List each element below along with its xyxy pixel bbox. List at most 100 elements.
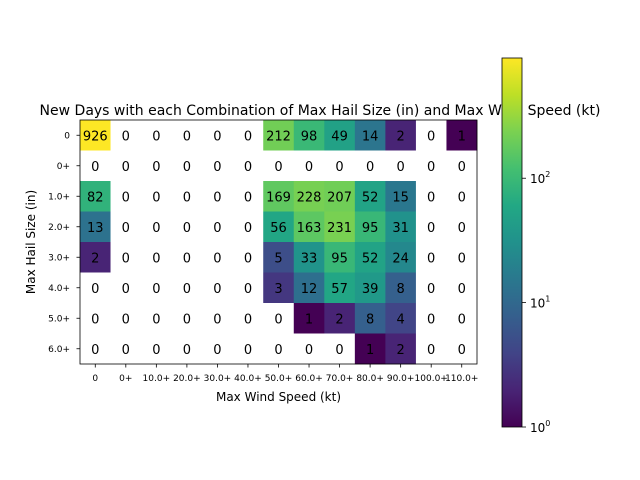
heatmap-cell [171,242,203,273]
cell-value-label: 212 [266,129,291,144]
heatmap-cell [263,333,295,365]
heatmap-cell [385,150,417,182]
heatmap-cell [263,120,295,151]
heatmap-cell [385,303,417,334]
cell-value-label: 0 [305,343,313,358]
cell-value-label: 0 [427,190,435,205]
cell-value-label: 0 [152,251,160,266]
colorbar: 100 101 102 [501,57,550,435]
heatmap-cells [80,120,478,365]
cell-value-label: 0 [458,221,466,236]
cell-value-label: 0 [183,190,191,205]
x-tick-label: 40.0+ [234,374,262,384]
heatmap-cell [141,120,172,151]
cell-value-label: 0 [152,190,160,205]
heatmap-cell [202,333,233,365]
cell-value-label: 4 [397,312,405,327]
cell-value-label: 0 [458,312,466,327]
x-tick-label: 100.0+ [415,374,448,384]
heatmap-cell [446,120,478,151]
cell-value-label: 0 [152,129,160,144]
heatmap-cell [202,211,233,243]
y-tick-label: 1.0+ [48,192,70,202]
cell-value-label: 0 [122,221,130,236]
x-tick-label: 110.0+ [445,374,478,384]
x-tick-label: 60.0+ [295,374,323,384]
cell-value-label: 231 [327,221,352,236]
cell-value-label: 0 [244,282,252,297]
cell-value-label: 0 [183,312,191,327]
cell-value-label: 1 [458,129,466,144]
cell-value-label: 1 [305,312,313,327]
cell-value-label: 0 [122,251,130,266]
heatmap-cell [110,242,142,273]
cell-value-label: 56 [270,221,287,236]
y-tick-label: 0 [64,131,70,141]
y-tick-label: 6.0+ [48,345,70,355]
x-axis-ticks: 0 0+ 10.0+ 20.0+ 30.0+ 40.0+ 50.0+ 60.0+ 70.0+ 80… [92,364,478,384]
heatmap-cell [110,181,142,212]
heatmap-cell [354,303,386,334]
heatmap-cell [324,120,356,151]
heatmap-cell [263,181,295,212]
heatmap-cell [293,181,325,212]
heatmap-cell [80,181,111,212]
cell-value-label: 0 [183,129,191,144]
cell-value-label: 0 [427,160,435,175]
cell-value-label: 0 [122,160,130,175]
colorbar-gradient [501,57,523,428]
heatmap-cell [415,120,447,151]
heatmap-cell [354,211,386,243]
heatmap-cell [141,181,172,212]
heatmap-cell [171,211,203,243]
cell-value-label: 0 [458,343,466,358]
heatmap-cell [446,181,478,212]
heatmap-cell [415,150,447,182]
x-tick-label: 0+ [119,374,132,384]
heatmap-cell [202,120,233,151]
heatmap-cell [202,181,233,212]
heatmap-cell [293,150,325,182]
heatmap-cell [141,272,172,304]
x-tick-label: 90.0+ [387,374,415,384]
cell-value-label: 0 [244,160,252,175]
cell-value-label: 0 [244,221,252,236]
cell-value-label: 49 [331,129,348,144]
heatmap-cell [171,303,203,334]
cell-value-label: 0 [152,282,160,297]
heatmap-cell [293,120,325,151]
cell-value-label: 0 [213,129,221,144]
x-tick-label: 30.0+ [204,374,232,384]
cell-value-label: 0 [244,129,252,144]
cell-value-label: 15 [392,190,409,205]
cell-value-label: 0 [366,160,374,175]
cell-value-label: 0 [122,343,130,358]
cell-value-label: 163 [297,221,322,236]
cell-value-label: 52 [362,190,379,205]
heatmap-cell [202,272,233,304]
cell-value-label: 0 [458,190,466,205]
heatmap-cell [263,211,295,243]
heatmap-cell [293,303,325,334]
cell-value-label: 0 [427,129,435,144]
heatmap-cell [80,150,111,182]
heatmap-cell [110,303,142,334]
heatmap-cell [141,333,172,365]
heatmap-cell [141,303,172,334]
heatmap-cell [80,272,111,304]
cell-value-label: 0 [427,251,435,266]
x-tick-label: 50.0+ [265,374,293,384]
heatmap-cell [324,303,356,334]
cell-value-label: 228 [297,190,322,205]
heatmap-cell [171,333,203,365]
heatmap-cell [324,181,356,212]
heatmap-cell [110,272,142,304]
cell-value-label: 57 [331,282,348,297]
x-tick-label: 10.0+ [143,374,171,384]
cell-value-label: 0 [152,312,160,327]
heatmap-cell [232,272,264,304]
cell-value-label: 0 [427,343,435,358]
cell-value-label: 0 [244,312,252,327]
x-tick-label: 20.0+ [173,374,201,384]
cell-value-label: 0 [274,160,282,175]
